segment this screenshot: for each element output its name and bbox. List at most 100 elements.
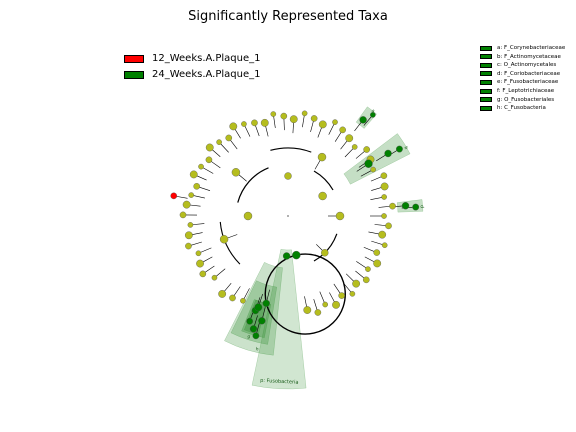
taxon-node [198,163,204,170]
taxon-node [182,200,191,209]
legend-taxon-label: b: F_Actinomycetaceae [497,53,561,60]
inner-taxon-node [243,211,253,221]
taxon-node [289,115,298,124]
taxon-node [195,250,202,257]
chart-title: Significantly Represented Taxa [188,9,388,24]
legend-taxon-e: e: F_Fusobacteriaceae [480,79,558,85]
taxon-node [241,121,247,127]
legend-taxon-label: g: O_Fusobacteriales [497,96,555,103]
enriched-24w-taxon-node [412,203,420,211]
legend-taxon-swatch [480,45,492,51]
taxon-node [380,182,389,191]
legend-label-24-weeks: 24_Weeks.A.Plaque_1 [152,69,261,80]
taxon-node [185,242,192,250]
taxon-node [345,134,354,143]
taxon-node [385,222,392,230]
taxon-node [199,270,207,278]
legend-taxon-label: e: F_Fusobacteriaceae [497,79,559,86]
enriched-24w-taxon-node [370,112,376,118]
class-arc-top [313,170,334,191]
inner-taxon-node [317,152,327,162]
taxon-node [332,300,340,309]
highlight-fusobacteria [251,248,307,390]
legend-swatch-12-weeks [124,54,144,63]
highlight-b [343,133,411,185]
taxon-node [229,294,236,302]
taxon-node [380,172,388,179]
legend-label-12-weeks: 12_Weeks.A.Plaque_1 [152,53,261,64]
legend-taxon-c: c: O_Actinomycetales [480,62,556,68]
taxon-node [370,166,376,173]
inner-taxon-node [282,252,291,260]
legend-taxon-f: f: F_Leptotrichiaceae [480,88,554,94]
taxon-node [352,279,361,288]
taxon-node [339,126,346,134]
enriched-24w-taxon-node [384,149,392,158]
order-arc-top [270,147,312,153]
taxon-node [218,290,227,298]
taxon-node [260,118,269,127]
taxon-node [187,222,194,228]
clade-label-phylum: p: Fusobacteria [260,378,299,386]
taxon-node [349,291,356,297]
taxon-node [332,119,338,125]
enriched-24w-taxon-node [246,317,254,325]
legend-taxon-swatch [480,97,492,103]
enriched-24w-taxon-node [364,159,373,168]
enriched-24w-taxon-node [252,332,260,340]
taxon-node [196,259,204,268]
taxon-node [322,301,329,308]
enriched-24w-taxon-node [249,325,258,333]
taxon-node [365,266,371,272]
legend-taxon-label: f: F_Leptotrichiaceae [497,88,555,94]
inner-taxon-node [231,168,241,177]
taxon-node [225,134,233,142]
legend-taxon-b: b: F_Actinomycetaceae [480,54,561,60]
legend-group-24-weeks: 24_Weeks.A.Plaque_1 [124,69,261,80]
taxon-node [303,306,312,314]
taxon-node [381,242,388,248]
taxon-node [184,231,193,240]
taxon-node [314,309,322,316]
clade-label-a: a [370,109,375,115]
taxon-node [251,119,258,127]
inner-taxon-node [318,191,327,201]
class-arc-left [237,167,269,203]
taxon-node [373,259,382,268]
taxa-nodes [170,110,420,340]
inner-taxon-node [284,172,292,180]
legend-taxon-d: d: F_Coriobacteriaceae [480,71,560,77]
taxon-node [351,144,358,150]
taxon-node [193,183,200,190]
legend-group-12-weeks: 12_Weeks.A.Plaque_1 [124,53,261,64]
enriched-24w-taxon-node [258,317,266,325]
clade-label-h: h [255,346,259,353]
inner-taxon-node [262,299,270,308]
taxon-node [229,122,238,131]
taxon-node [318,120,327,129]
taxon-node [301,110,308,117]
legend-taxon-swatch [480,79,492,85]
legend-taxon-label: h: C_Fusobacteria [497,105,546,112]
clade-label-b: b [402,145,409,151]
taxon-node [381,194,387,200]
legend-taxon-swatch [480,54,492,60]
order-arc-left [219,221,241,265]
clade-labels: a b d ef gh p: Fusobacteria [246,109,425,386]
enriched-24w-taxon-node [254,303,263,312]
taxon-node [310,115,318,122]
enriched-24w-taxon-node [401,202,410,210]
clade-label-e: e [249,327,253,333]
clade-highlights [224,106,424,390]
taxon-node [270,111,277,117]
taxon-node [189,170,198,179]
inner-taxon-node [335,211,345,221]
enriched-24w-taxon-node [396,145,403,153]
class-arc-right [313,233,338,262]
taxon-node [188,192,195,198]
legend-taxon-a: a: F_Corynebacteriaceae [480,45,565,51]
clade-label-d: d [419,205,425,208]
taxon-node [378,230,387,239]
legend-taxon-swatch [480,71,492,77]
